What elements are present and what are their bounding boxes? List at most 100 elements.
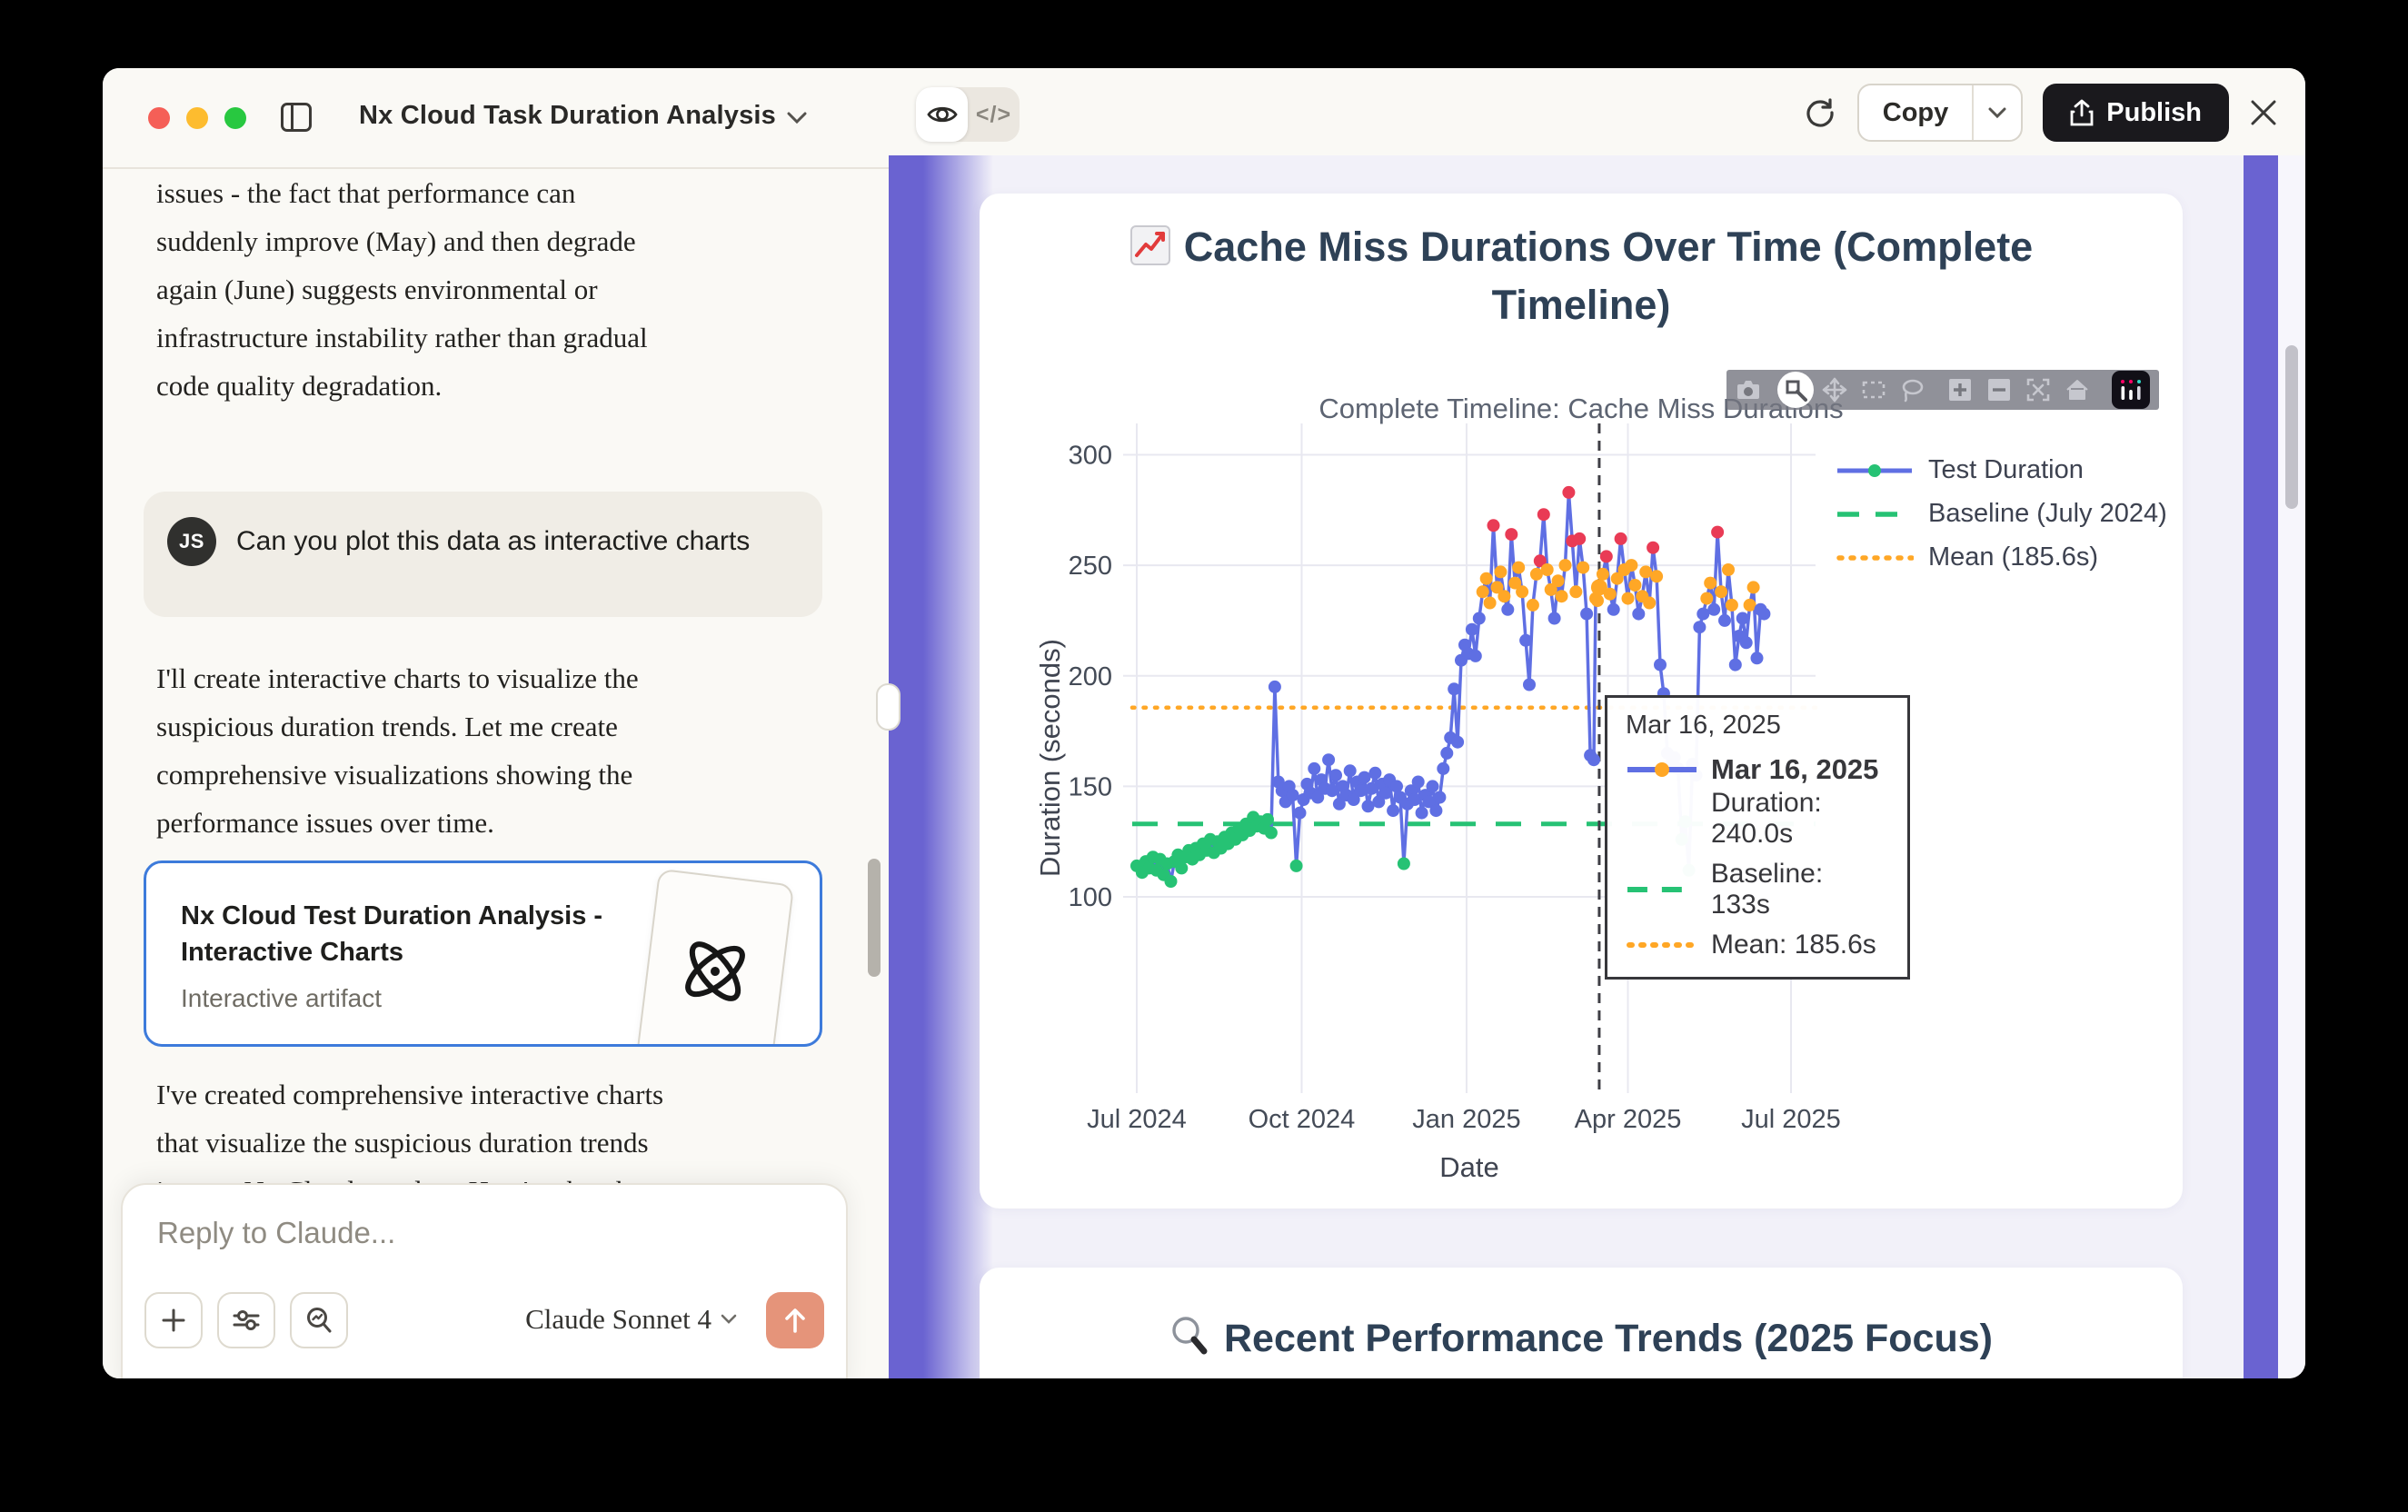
text-line: infrastructure instability rather than g… (156, 322, 648, 353)
legend-item-test-duration[interactable]: Test Duration (1836, 455, 2167, 485)
trends-card-title: Recent Performance Trends (2025 Focus) (980, 1315, 2183, 1361)
chart-increasing-icon (1129, 224, 1171, 279)
titlebar: Nx Cloud Task Duration Analysis (103, 68, 889, 169)
svg-text:Jan 2025: Jan 2025 (1412, 1105, 1520, 1134)
arrow-up-icon (785, 1308, 805, 1333)
autoscale-icon[interactable] (2025, 377, 2051, 403)
app-window: Nx Cloud Task Duration Analysis issues -… (103, 68, 2305, 1378)
magnifier-icon (1172, 1317, 1208, 1355)
box-select-icon[interactable] (1861, 377, 1886, 403)
zoom-icon[interactable] (1777, 372, 1814, 408)
atom-icon (685, 941, 745, 1001)
text-line: performance issues over time. (156, 807, 494, 839)
avatar: JS (167, 517, 216, 566)
eye-icon (926, 106, 958, 123)
send-button[interactable] (766, 1292, 824, 1348)
copy-dropdown-button[interactable] (1972, 85, 2021, 140)
preview-toggle[interactable] (916, 87, 968, 142)
artifact-card-title: Nx Cloud Test Duration Analysis - Intera… (181, 901, 603, 967)
panel-resize-handle[interactable] (876, 683, 901, 731)
text-line: suddenly improve (May) and then degrade (156, 225, 636, 257)
share-icon (2070, 99, 2094, 126)
text-line: suspicious duration trends. Let me creat… (156, 711, 618, 742)
chat-scrollbar[interactable] (868, 859, 881, 977)
plus-icon (162, 1308, 185, 1332)
tooltip-duration: Duration: 240.0s (1711, 788, 1822, 849)
chat-panel: Nx Cloud Task Duration Analysis issues -… (103, 68, 889, 1378)
text-line: comprehensive visualizations showing the (156, 759, 633, 791)
camera-icon[interactable] (1736, 377, 1761, 403)
text-line: again (June) suggests environmental or (156, 274, 598, 305)
reply-input[interactable]: Reply to Claude... (157, 1216, 396, 1249)
code-icon: </> (975, 101, 1012, 127)
tooltip-sample-line (1627, 762, 1697, 777)
chart-card: Cache Miss Durations Over Time (Complete… (980, 194, 2183, 1209)
user-message-text: Can you plot this data as interactive ch… (236, 526, 751, 556)
attach-button[interactable] (144, 1292, 203, 1348)
legend-sample-line (1837, 463, 1912, 477)
artifact-card[interactable]: Nx Cloud Test Duration Analysis - Intera… (144, 860, 822, 1047)
chevron-down-icon (721, 1314, 737, 1324)
svg-text:200: 200 (1069, 662, 1112, 691)
plotly-logo-icon[interactable] (2112, 371, 2150, 409)
lasso-select-icon[interactable] (1900, 377, 1925, 403)
artifact-thumbnail (635, 868, 795, 1044)
trends-card: Recent Performance Trends (2025 Focus) (980, 1268, 2183, 1378)
toolbar-actions: Copy Publish (1803, 83, 2278, 143)
svg-text:100: 100 (1069, 883, 1112, 912)
svg-text:300: 300 (1069, 442, 1112, 471)
svg-text:Apr 2025: Apr 2025 (1575, 1105, 1682, 1134)
tooltip-sample-baseline (1627, 887, 1697, 892)
zoom-in-icon[interactable] (1947, 377, 1973, 403)
conversation-title-text: Nx Cloud Task Duration Analysis (359, 101, 777, 130)
svg-text:Oct 2024: Oct 2024 (1249, 1105, 1356, 1134)
tooltip-date-bold: Mar 16, 2025 (1711, 753, 1879, 785)
plot-legend: Test Duration Baseline (July 2024) Mean … (1836, 455, 2167, 572)
close-traffic-light[interactable] (148, 107, 170, 129)
chart-title: Cache Miss Durations Over Time (Complete… (980, 221, 2183, 332)
svg-text:Duration (seconds): Duration (seconds) (1034, 639, 1066, 877)
assistant-paragraph: issues - the fact that performance can s… (156, 169, 847, 410)
model-name: Claude Sonnet 4 (525, 1303, 711, 1335)
code-toggle[interactable]: </> (968, 87, 1020, 142)
legend-item-mean[interactable]: Mean (185.6s) (1836, 542, 2167, 572)
sliders-icon (233, 1310, 260, 1330)
tooltip-sample-mean (1627, 942, 1698, 948)
chart-title-line2: Timeline) (1491, 282, 1671, 328)
artifact-viewport: Cache Miss Durations Over Time (Complete… (889, 155, 2305, 1378)
svg-text:150: 150 (1069, 772, 1112, 801)
legend-sample-dash (1837, 511, 1912, 517)
legend-item-baseline[interactable]: Baseline (July 2024) (1836, 499, 2167, 529)
svg-text:Jul 2025: Jul 2025 (1741, 1105, 1841, 1134)
artifact-panel: </> Copy (889, 68, 2305, 1378)
text-line: I've created comprehensive interactive c… (156, 1079, 664, 1110)
model-selector[interactable]: Claude Sonnet 4 (525, 1303, 737, 1336)
sidebar-toggle-icon[interactable] (281, 103, 312, 132)
conversation-title[interactable]: Nx Cloud Task Duration Analysis (359, 101, 807, 131)
artifact-scrollbar[interactable] (2285, 345, 2298, 509)
minimize-traffic-light[interactable] (186, 107, 208, 129)
maximize-traffic-light[interactable] (224, 107, 246, 129)
close-icon[interactable] (2249, 98, 2278, 127)
tools-button[interactable] (217, 1292, 275, 1348)
refresh-icon[interactable] (1803, 95, 1837, 130)
zoom-out-icon[interactable] (1986, 377, 2012, 403)
chevron-down-icon (787, 112, 807, 124)
pan-icon[interactable] (1822, 377, 1847, 403)
plotly-modebar (1726, 370, 2159, 410)
reset-axes-home-icon[interactable] (2065, 377, 2090, 403)
trends-card-title-text: Recent Performance Trends (2025 Focus) (1224, 1317, 1993, 1360)
reply-composer[interactable]: Reply to Claude... (121, 1183, 848, 1378)
search-trend-icon (307, 1308, 332, 1333)
copy-button[interactable]: Copy (1882, 97, 1949, 127)
publish-label: Publish (2106, 97, 2202, 127)
publish-button[interactable]: Publish (2043, 84, 2229, 142)
timeline-plot[interactable]: 100 150 200 250 300 Jul 2024 Oct 2024 Jan 2025 A… (980, 194, 2183, 1209)
research-button[interactable] (290, 1292, 348, 1348)
text-line: I'll create interactive charts to visual… (156, 662, 639, 694)
text-line: code quality degradation. (156, 370, 443, 402)
copy-button-group: Copy (1856, 84, 2024, 142)
text-line: that visualize the suspicious duration t… (156, 1127, 649, 1159)
svg-text:Date: Date (1439, 1151, 1498, 1183)
